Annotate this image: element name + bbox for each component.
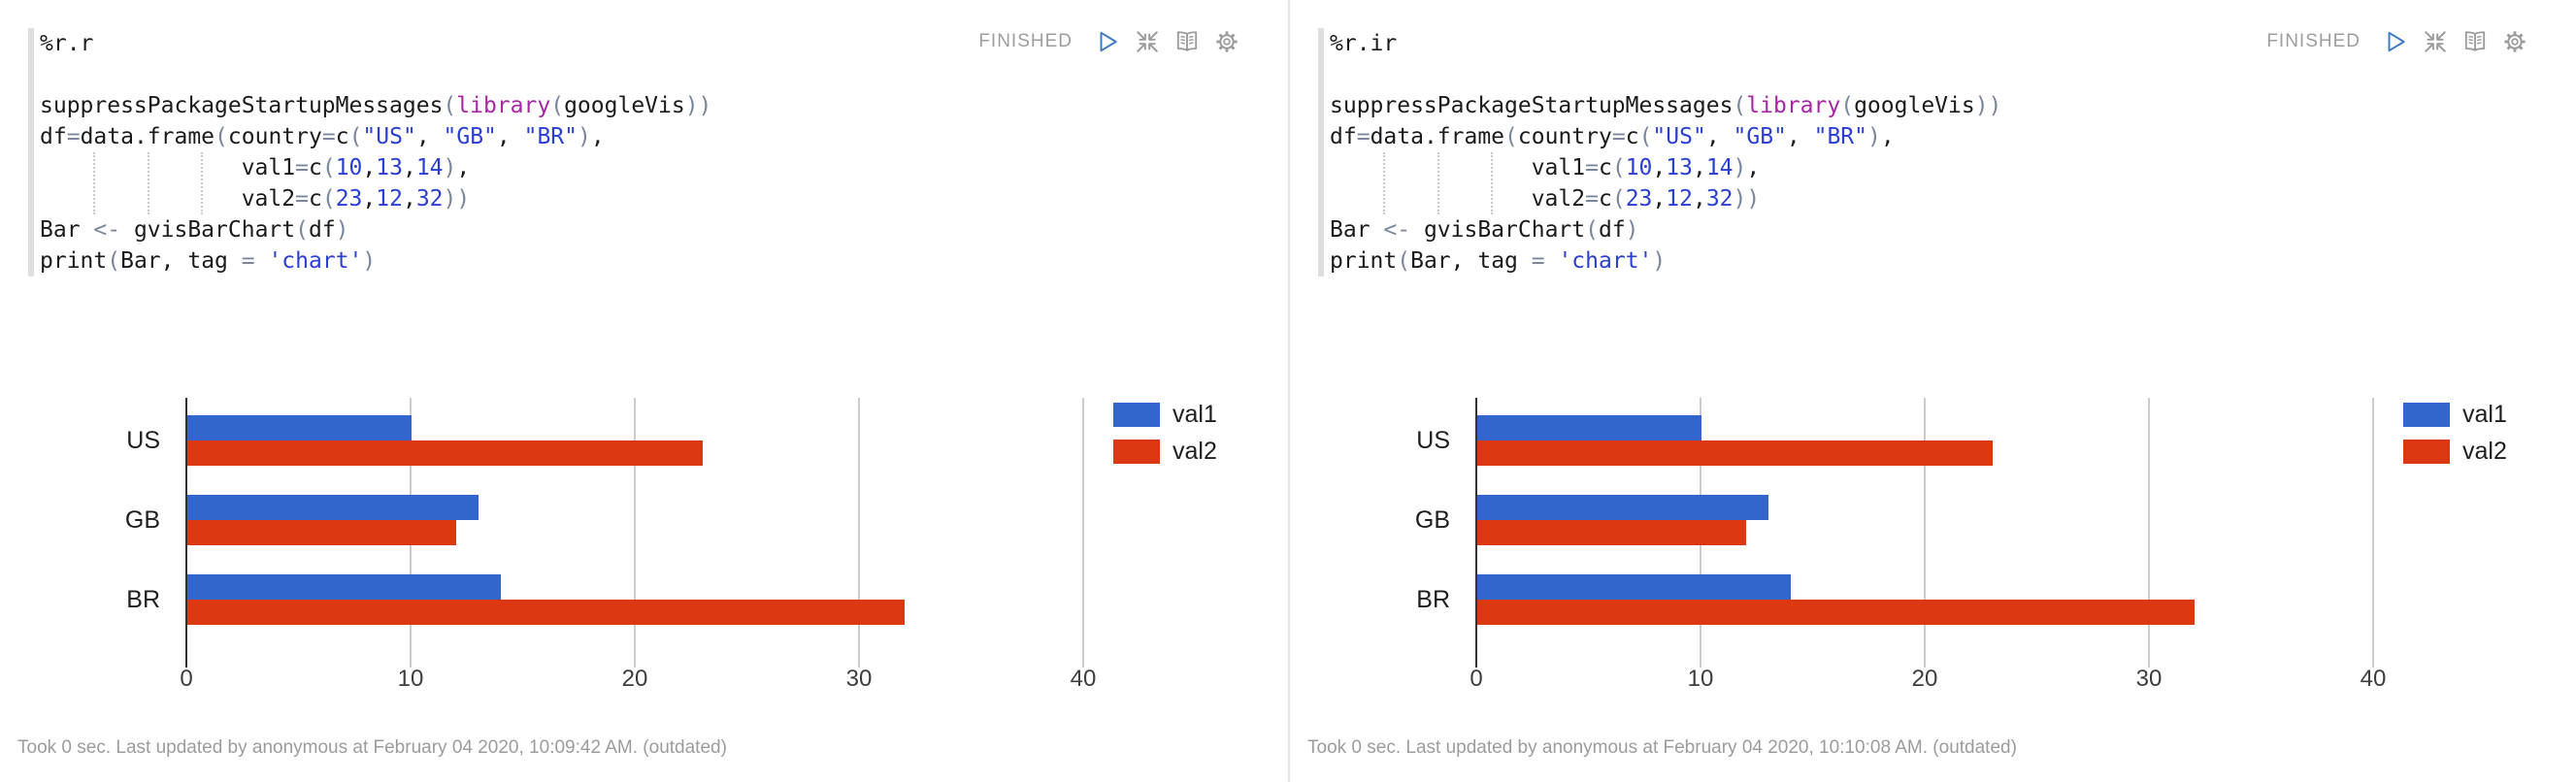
bar-US-val1[interactable] bbox=[1477, 415, 1701, 440]
x-gridline bbox=[2148, 398, 2150, 668]
code-line: %r.r bbox=[40, 31, 94, 56]
legend-swatch bbox=[2403, 402, 2450, 427]
code-line: suppressPackageStartupMessages(library(g… bbox=[1330, 93, 2002, 118]
run-icon[interactable] bbox=[1095, 29, 1120, 54]
code-line: print(Bar, tag = 'chart') bbox=[40, 248, 377, 274]
legend-label: val1 bbox=[1172, 401, 1217, 428]
code-content: %r.r suppressPackageStartupMessages(libr… bbox=[40, 28, 711, 277]
legend-swatch bbox=[1113, 402, 1160, 427]
x-gridline bbox=[858, 398, 860, 668]
paragraph-footer: Took 0 sec. Last updated by anonymous at… bbox=[1307, 737, 2017, 758]
y-axis-baseline bbox=[185, 398, 187, 668]
code-line bbox=[1330, 59, 2001, 90]
x-axis-tick-label: 10 bbox=[397, 666, 424, 692]
shrink-icon[interactable] bbox=[1135, 29, 1160, 54]
code-line bbox=[40, 59, 711, 90]
notebook-paragraph-left: FINISHED bbox=[17, 28, 1239, 758]
bar-US-val2[interactable] bbox=[187, 440, 703, 466]
category-label: BR bbox=[126, 586, 160, 613]
legend-swatch bbox=[2403, 439, 2450, 464]
x-axis-tick-label: 10 bbox=[1687, 666, 1714, 692]
category-label: BR bbox=[1416, 586, 1450, 613]
x-axis-tick-label: 0 bbox=[180, 666, 193, 692]
bar-chart: 0 10 20 30 40 US GB BR val1 val2 bbox=[124, 398, 1217, 692]
code-line: %r.ir bbox=[1330, 31, 1398, 56]
legend-item-val2[interactable]: val2 bbox=[2403, 437, 2507, 466]
category-label: GB bbox=[1414, 506, 1450, 534]
y-axis-baseline bbox=[1475, 398, 1477, 668]
bar-GB-val1[interactable] bbox=[1477, 495, 1768, 520]
x-gridline bbox=[634, 398, 636, 668]
paragraph-status-badge: FINISHED bbox=[2266, 31, 2361, 51]
bar-chart: 0 10 20 30 40 US GB BR val1 val2 bbox=[1290, 0, 2576, 782]
legend-swatch bbox=[1113, 439, 1160, 464]
x-gridline bbox=[1924, 398, 1926, 668]
indent-guide bbox=[147, 152, 149, 214]
paragraph-toolbar: FINISHED bbox=[2266, 29, 2527, 54]
indent-guide bbox=[1383, 152, 1386, 214]
bar-BR-val1[interactable] bbox=[187, 574, 501, 600]
code-line: val2=c(23,12,32)) bbox=[40, 186, 471, 212]
indent-guide bbox=[93, 152, 96, 214]
legend-label: val2 bbox=[1172, 438, 1217, 465]
paragraph-toolbar: FINISHED bbox=[978, 29, 1239, 54]
x-axis-tick-label: 30 bbox=[845, 666, 873, 692]
legend-item-val1[interactable]: val1 bbox=[1113, 400, 1217, 429]
indent-guide bbox=[1437, 152, 1439, 214]
indent-guide bbox=[201, 152, 204, 214]
notebook-paragraph-right: FINISHED bbox=[1288, 0, 2576, 782]
category-label: GB bbox=[124, 506, 160, 534]
code-line: df=data.frame(country=c("US", "GB", "BR"… bbox=[40, 124, 605, 149]
paragraph-status-badge: FINISHED bbox=[978, 31, 1073, 51]
x-axis-tick-label: 40 bbox=[2360, 666, 2387, 692]
code-line: print(Bar, tag = 'chart') bbox=[1330, 248, 1667, 274]
editor-book-icon[interactable] bbox=[1174, 29, 1200, 54]
bar-US-val2[interactable] bbox=[1477, 440, 1993, 466]
legend-item-val2[interactable]: val2 bbox=[1113, 437, 1217, 466]
x-gridline bbox=[2372, 398, 2374, 668]
bar-US-val1[interactable] bbox=[187, 415, 412, 440]
code-editor[interactable]: %r.r suppressPackageStartupMessages(libr… bbox=[28, 28, 711, 277]
category-label: US bbox=[1416, 427, 1450, 454]
code-content: %r.ir suppressPackageStartupMessages(lib… bbox=[1330, 28, 2001, 277]
code-editor[interactable]: %r.ir suppressPackageStartupMessages(lib… bbox=[1318, 28, 2001, 277]
bar-GB-val2[interactable] bbox=[1477, 520, 1746, 545]
x-axis-tick-label: 20 bbox=[621, 666, 648, 692]
code-line: suppressPackageStartupMessages(library(g… bbox=[40, 93, 712, 118]
paragraph-footer: Took 0 sec. Last updated by anonymous at… bbox=[17, 737, 727, 758]
code-line: val2=c(23,12,32)) bbox=[1330, 186, 1761, 212]
code-line: val1=c(10,13,14), bbox=[1330, 155, 1761, 180]
x-axis-tick-label: 30 bbox=[2135, 666, 2163, 692]
indent-guide bbox=[1491, 152, 1494, 214]
bar-GB-val1[interactable] bbox=[187, 495, 479, 520]
bar-BR-val2[interactable] bbox=[187, 600, 905, 625]
legend-item-val1[interactable]: val1 bbox=[2403, 400, 2507, 429]
legend-label: val1 bbox=[2462, 401, 2507, 428]
x-axis-tick-label: 20 bbox=[1911, 666, 1938, 692]
legend-label: val2 bbox=[2462, 438, 2507, 465]
x-axis-tick-label: 40 bbox=[1070, 666, 1097, 692]
run-icon[interactable] bbox=[2383, 29, 2408, 54]
bar-BR-val1[interactable] bbox=[1477, 574, 1791, 600]
code-line: Bar <- gvisBarChart(df) bbox=[40, 217, 349, 243]
code-line: df=data.frame(country=c("US", "GB", "BR"… bbox=[1330, 124, 1895, 149]
category-label: US bbox=[126, 427, 160, 454]
bar-BR-val2[interactable] bbox=[1477, 600, 2195, 625]
code-line: Bar <- gvisBarChart(df) bbox=[1330, 217, 1639, 243]
settings-gear-icon[interactable] bbox=[2502, 29, 2527, 54]
settings-gear-icon[interactable] bbox=[1214, 29, 1239, 54]
shrink-icon[interactable] bbox=[2423, 29, 2448, 54]
x-axis-tick-label: 0 bbox=[1470, 666, 1483, 692]
editor-book-icon[interactable] bbox=[2462, 29, 2488, 54]
code-line: val1=c(10,13,14), bbox=[40, 155, 471, 180]
bar-GB-val2[interactable] bbox=[187, 520, 456, 545]
x-gridline bbox=[1082, 398, 1084, 668]
